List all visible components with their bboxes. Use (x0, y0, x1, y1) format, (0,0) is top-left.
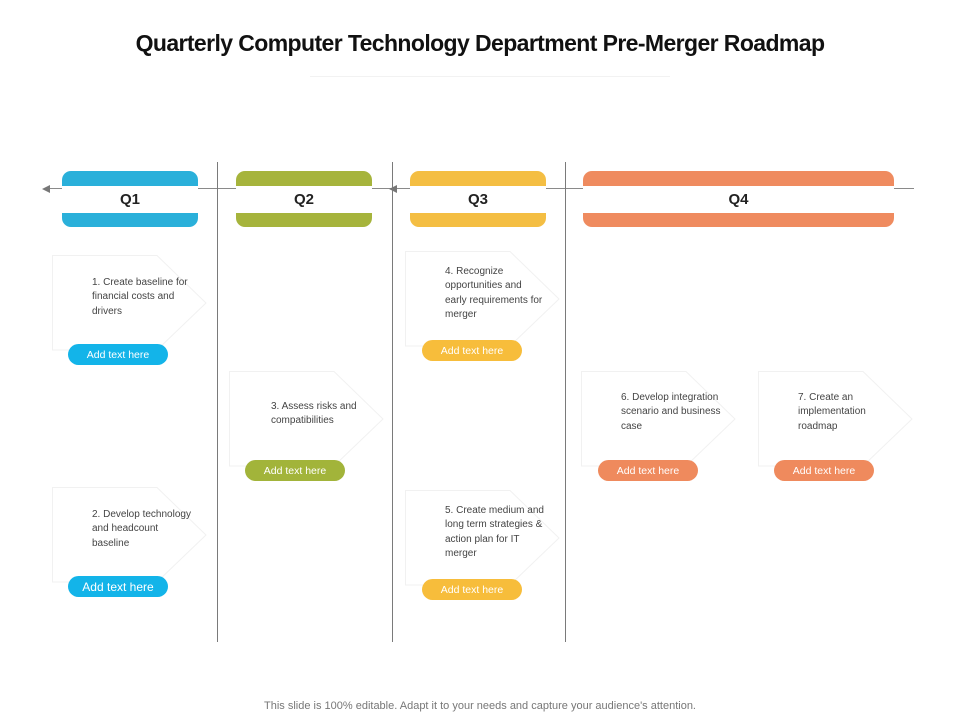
quarter-header-q4: Q4 (583, 171, 894, 227)
add-text-button[interactable]: Add text here (422, 340, 522, 361)
add-text-button[interactable]: Add text here (774, 460, 874, 481)
milestone-text: 2. Develop technology and headcount base… (92, 509, 191, 549)
add-text-button[interactable]: Add text here (422, 579, 522, 600)
quarter-header-q1: Q1 (62, 171, 198, 227)
add-text-button[interactable]: Add text here (598, 460, 698, 481)
timeline-arrow-q3-icon (389, 185, 397, 193)
add-text-button[interactable]: Add text here (68, 344, 168, 365)
milestone-card: 5. Create medium and long term strategie… (405, 490, 560, 590)
milestone-card: 2. Develop technology and headcount base… (52, 487, 207, 587)
milestone-text: 5. Create medium and long term strategie… (445, 505, 544, 559)
quarter-header-q3: Q3 (410, 171, 546, 227)
quarter-divider (392, 162, 393, 642)
card-shape (758, 371, 913, 467)
quarter-divider (565, 162, 566, 642)
milestone-card: 6. Develop integration scenario and busi… (581, 371, 736, 471)
quarter-divider (217, 162, 218, 642)
timeline-arrow-left-icon (42, 185, 50, 193)
milestone-card: 3. Assess risks and compatibilities (229, 371, 384, 471)
milestone-text: 3. Assess risks and compatibilities (271, 401, 357, 427)
add-text-button[interactable]: Add text here (245, 460, 345, 481)
card-shape (405, 490, 560, 586)
card-shape (581, 371, 736, 467)
card-shape (229, 371, 384, 467)
title-divider (310, 76, 670, 77)
card-shape (52, 487, 207, 583)
milestone-text: 1. Create baseline for financial costs a… (92, 277, 188, 317)
milestone-card: 1. Create baseline for financial costs a… (52, 255, 207, 355)
milestone-text: 6. Develop integration scenario and busi… (621, 392, 721, 432)
card-shape (52, 255, 207, 351)
card-shape (405, 251, 560, 347)
quarter-header-q2: Q2 (236, 171, 372, 227)
add-text-button[interactable]: Add text here (68, 576, 168, 597)
milestone-card: 7. Create an implementation roadmap (758, 371, 913, 471)
quarter-label: Q1 (62, 186, 198, 213)
quarter-label: Q2 (236, 186, 372, 213)
quarter-label: Q4 (583, 186, 894, 213)
quarter-label: Q3 (410, 186, 546, 213)
milestone-card: 4. Recognize opportunities and early req… (405, 251, 560, 351)
slide-title: Quarterly Computer Technology Department… (135, 30, 825, 56)
milestone-text: 4. Recognize opportunities and early req… (445, 266, 543, 320)
milestone-text: 7. Create an implementation roadmap (798, 392, 866, 432)
footer-note: This slide is 100% editable. Adapt it to… (264, 700, 696, 712)
